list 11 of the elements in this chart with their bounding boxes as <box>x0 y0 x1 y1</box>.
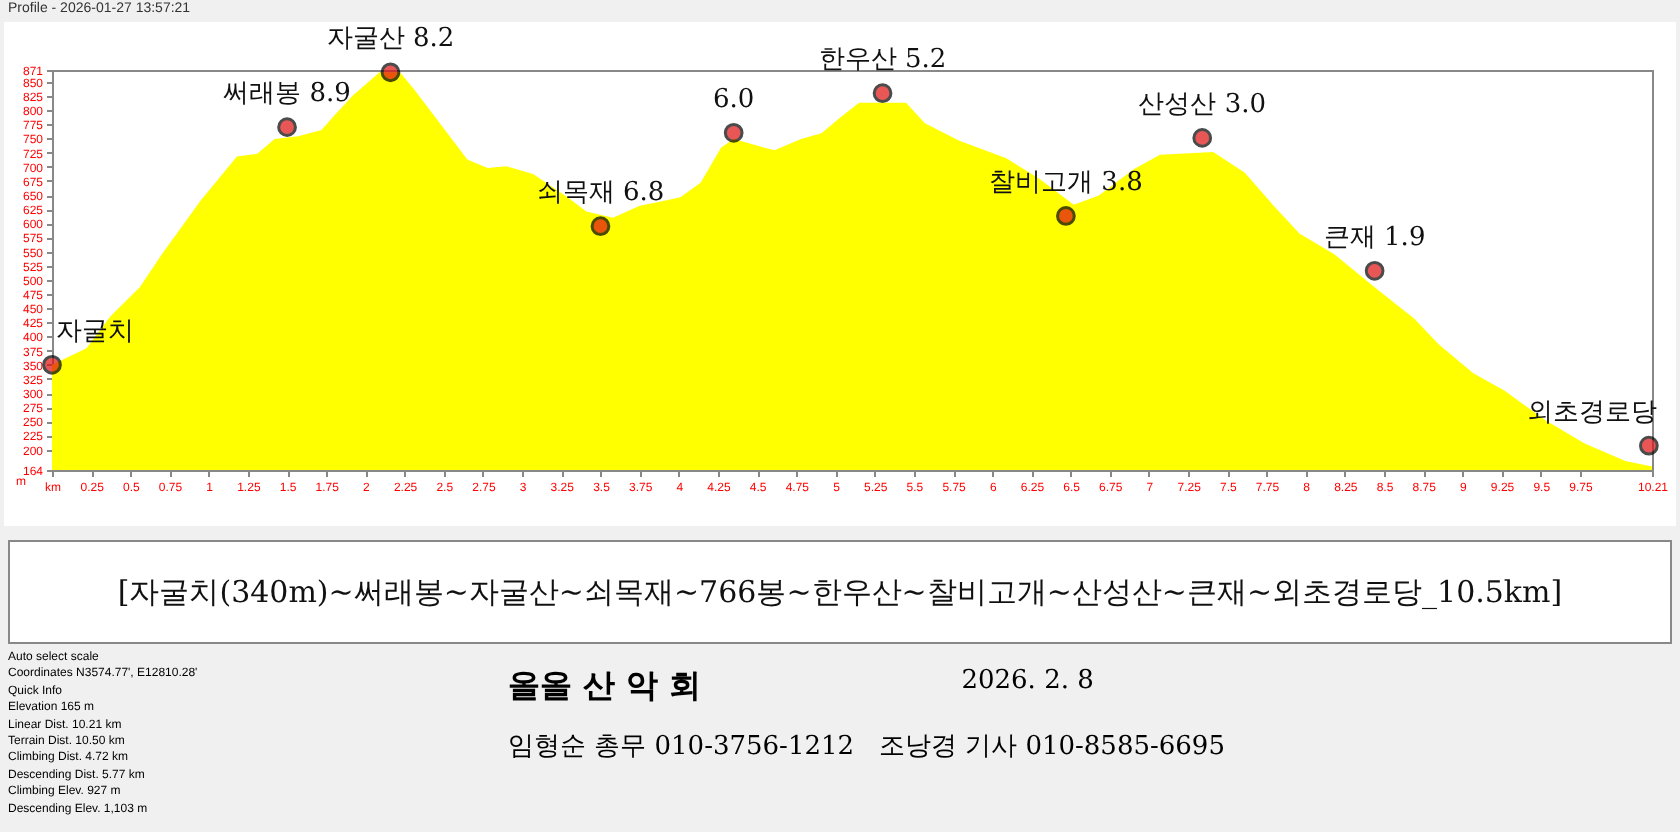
text: 2026. 2. 8 <box>961 666 1094 700</box>
text: [자굴치(340m)~써래봉~자굴산~쇠목재~766봉~한우산~찰비고개~산성산~큰재~외초경로당_10.5km] <box>8 540 1672 644</box>
annotation: 큰재 1.9 <box>1323 222 1426 253</box>
text: 올올 산 악 회 <box>508 666 702 708</box>
annotation: 써래봉 8.9 <box>223 79 351 110</box>
annotation: 산성산 3.0 <box>1138 89 1267 120</box>
annotation: 6.0 <box>713 84 755 115</box>
annotation: 외초경로당 <box>1526 397 1657 428</box>
annotation: 자굴산 8.2 <box>326 24 455 55</box>
annotation: 한우산 5.2 <box>818 45 947 76</box>
text: 임형순 총무 010-3756-1212 조낭경 기사 010-8585-6695 <box>508 730 1227 764</box>
